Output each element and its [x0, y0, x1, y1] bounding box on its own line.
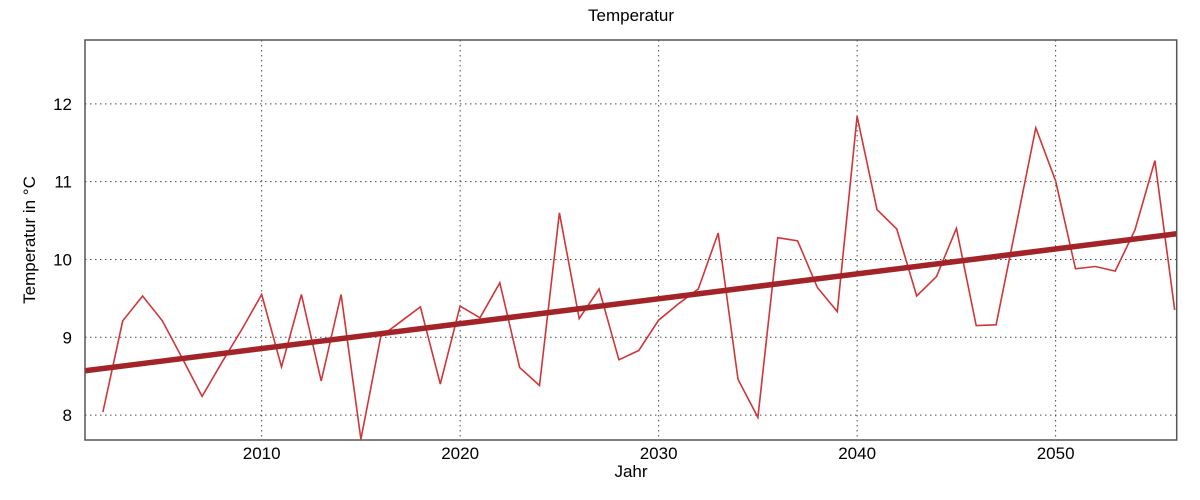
plot-frame: [84, 39, 1178, 441]
chart-title: Temperatur: [588, 6, 674, 25]
y-tick-label: 10: [53, 250, 72, 269]
x-axis-label: Jahr: [614, 462, 648, 481]
y-tick-label: 9: [63, 328, 72, 347]
y-tick-label: 8: [63, 406, 72, 425]
x-tick-label: 2040: [838, 444, 876, 463]
trend-line: [84, 231, 1178, 374]
x-tick-label: 2010: [243, 444, 281, 463]
y-tick-label: 11: [54, 173, 72, 192]
x-tick-label: 2030: [640, 444, 678, 463]
temperature-series-line: [102, 116, 1176, 440]
x-tick-label: 2050: [1037, 444, 1075, 463]
x-tick-label: 2020: [441, 444, 479, 463]
y-tick-label: 12: [53, 95, 72, 114]
